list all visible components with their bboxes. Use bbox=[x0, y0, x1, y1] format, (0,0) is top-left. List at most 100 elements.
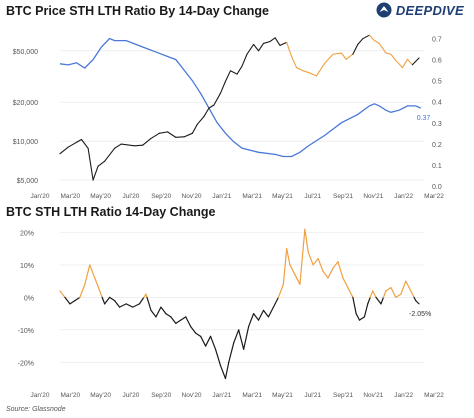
ratio-change-segment bbox=[205, 335, 212, 347]
x-tick-label: Sep'21 bbox=[333, 193, 353, 200]
x-tick-label: Jul'21 bbox=[304, 193, 321, 200]
ratio-change-segment bbox=[125, 303, 134, 308]
x-tick-label: Mar'22 bbox=[424, 392, 444, 399]
btc-price-segment bbox=[114, 143, 122, 149]
ratio-change-segment bbox=[337, 261, 344, 279]
ratio-change-segment bbox=[214, 348, 222, 367]
btc-price-segment bbox=[411, 57, 420, 66]
ratio-change-segment bbox=[69, 300, 76, 305]
btc-price-segment bbox=[87, 147, 94, 181]
ratio-change-segment bbox=[415, 300, 420, 305]
btc-price-segment bbox=[213, 92, 222, 106]
ratio-change-segment bbox=[252, 313, 260, 321]
btc-price-segment bbox=[219, 80, 227, 94]
ratio-change-segment bbox=[369, 290, 374, 298]
y-tick-label: 10% bbox=[20, 263, 34, 270]
ratio-change-segment bbox=[243, 325, 250, 350]
btc-price-segment bbox=[395, 60, 404, 69]
btc-price-segment bbox=[75, 138, 83, 143]
x-tick-label: Mar'20 bbox=[60, 392, 80, 399]
btc-price-segment bbox=[196, 115, 205, 125]
btc-price-segment bbox=[357, 38, 364, 45]
btc-price-segment bbox=[67, 141, 78, 148]
btc-price-segment bbox=[315, 62, 326, 77]
ratio-change-segment bbox=[84, 264, 91, 286]
chart1-title: BTC Price STH LTH Ratio By 14-Day Change bbox=[6, 4, 270, 18]
btc-price-segment bbox=[97, 160, 106, 167]
change-value-label: -2.05% bbox=[409, 311, 431, 318]
ratio-change-segment bbox=[299, 228, 306, 286]
btc-price-segment bbox=[291, 56, 298, 69]
ratio-change-segment bbox=[224, 361, 230, 380]
ratio-change-segment bbox=[155, 306, 162, 318]
ratio-change-segment bbox=[327, 267, 334, 279]
btc-price-segment bbox=[362, 34, 370, 40]
ratio-change-segment bbox=[59, 290, 66, 298]
ratio-change-segment bbox=[170, 316, 177, 324]
x-tick-label: Mar'22 bbox=[424, 193, 444, 200]
ratio-change-segment bbox=[228, 342, 235, 363]
ratio-change-segment bbox=[185, 316, 192, 328]
btc-price-segment bbox=[340, 52, 347, 60]
btc-price-segment bbox=[166, 131, 177, 138]
x-tick-label: May'20 bbox=[90, 392, 111, 399]
btc-price-segment bbox=[324, 53, 334, 64]
ratio-change-segment bbox=[99, 290, 103, 298]
y-right-tick-label: 0.2 bbox=[432, 142, 442, 149]
ratio-change-segment bbox=[375, 296, 382, 305]
btc-price-segment bbox=[224, 70, 231, 82]
btc-price-segment bbox=[332, 52, 342, 55]
btc-price-segment bbox=[253, 43, 260, 52]
btc-price-segment bbox=[208, 104, 215, 109]
x-tick-label: Nov'21 bbox=[363, 392, 383, 399]
btc-price-segment bbox=[80, 138, 89, 149]
ratio-change-segment bbox=[209, 335, 217, 350]
y-tick-label: -20% bbox=[18, 360, 34, 367]
y-left-tick-label: $5,000 bbox=[17, 178, 39, 185]
ratio-change-segment bbox=[304, 228, 309, 253]
btc-price-segment bbox=[368, 34, 375, 42]
ratio-change-segment bbox=[390, 287, 397, 298]
ratio-change-segment bbox=[101, 296, 106, 305]
ratio-change-segment bbox=[410, 290, 415, 298]
btc-price-segment bbox=[133, 144, 144, 147]
ratio-change-segment bbox=[382, 290, 387, 298]
y-tick-label: 0% bbox=[24, 295, 34, 302]
ratio-change-segment bbox=[317, 257, 324, 273]
ratio-change-segment bbox=[332, 261, 339, 269]
ratio-change-segment bbox=[74, 296, 81, 302]
ratio-change-segment bbox=[118, 303, 127, 308]
ratio-change-segment bbox=[262, 309, 270, 318]
btc-price-segment bbox=[203, 107, 210, 118]
btc-price-segment bbox=[401, 58, 409, 69]
ratio-change-segment bbox=[200, 335, 207, 347]
ratio-value-label: 0.37 bbox=[417, 115, 431, 122]
x-tick-label: Jan'20 bbox=[31, 392, 50, 399]
x-tick-label: Jul'21 bbox=[304, 392, 321, 399]
x-tick-label: Jul'20 bbox=[123, 193, 140, 200]
brand-name: DEEPDIVE bbox=[395, 2, 464, 18]
x-tick-label: Mar'20 bbox=[60, 193, 80, 200]
y-right-tick-label: 0.7 bbox=[432, 37, 442, 44]
btc-price-segment bbox=[229, 70, 238, 75]
ratio-change-segment bbox=[190, 325, 197, 334]
btc-price-segment bbox=[262, 40, 271, 44]
btc-price-segment bbox=[345, 53, 354, 60]
btc-price-segment bbox=[246, 43, 255, 55]
y-left-tick-label: $20,000 bbox=[13, 100, 38, 107]
x-tick-label: Sep'20 bbox=[151, 193, 171, 200]
y-right-tick-label: 0.3 bbox=[432, 121, 442, 128]
x-tick-label: Jan'21 bbox=[212, 392, 231, 399]
btc-price-segment bbox=[307, 71, 318, 77]
btc-price-segment bbox=[302, 70, 309, 73]
x-tick-label: Jul'20 bbox=[123, 392, 140, 399]
brand-logo: DEEPDIVE bbox=[376, 2, 464, 18]
ratio-change-segment bbox=[380, 296, 385, 305]
y-tick-label: 20% bbox=[20, 230, 34, 237]
btc-price-segment bbox=[378, 42, 387, 54]
ratio-change-segment bbox=[286, 248, 291, 266]
eagle-logo-icon bbox=[376, 2, 392, 18]
chart2-title: BTC STH LTH Ratio 14-Day Change bbox=[6, 205, 216, 219]
ratio-change-segment bbox=[405, 280, 412, 292]
ratio-change-segment bbox=[413, 296, 417, 302]
